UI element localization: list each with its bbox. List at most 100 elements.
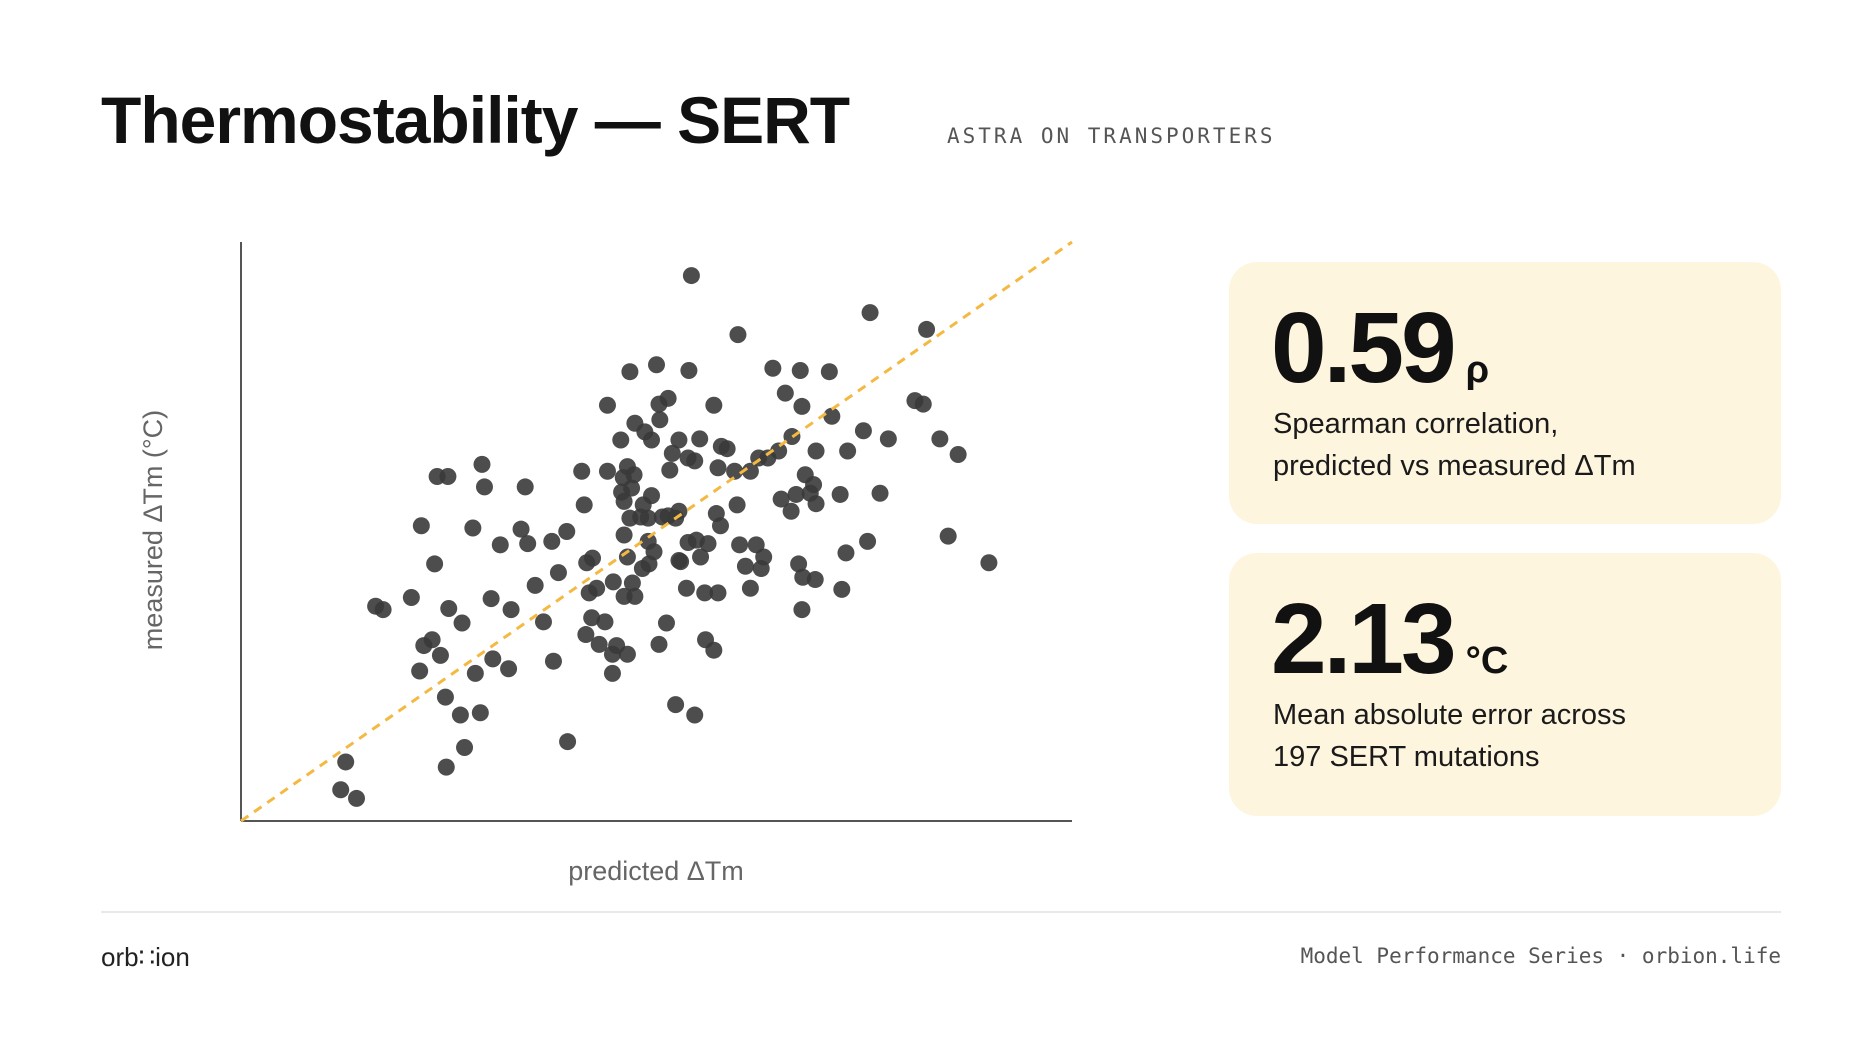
scatter-point [914, 395, 932, 413]
stat-description: Mean absolute error across [1273, 699, 1626, 731]
scatter-point [374, 601, 392, 619]
scatter-point [747, 536, 765, 554]
scatter-point [519, 535, 537, 553]
scatter-point [782, 502, 800, 520]
scatter-point [411, 662, 429, 680]
scatter-point [837, 544, 855, 562]
logo: orb∷ion [101, 942, 190, 972]
scatter-point [772, 490, 790, 508]
scatter-point [776, 384, 794, 402]
scatter-point [861, 304, 879, 322]
scatter-point [859, 532, 877, 550]
scatter-point [670, 502, 688, 520]
scatter-point [696, 584, 714, 602]
scatter-point [473, 455, 491, 473]
scatter-point [332, 781, 350, 799]
stat-card [1229, 553, 1781, 816]
scatter-point [764, 359, 782, 377]
scatter-point [793, 397, 811, 415]
stat-card [1229, 262, 1781, 524]
scatter-point [672, 553, 690, 571]
scatter-point [793, 601, 811, 619]
scatter-point [682, 267, 700, 285]
scatter-point [661, 461, 679, 479]
scatter-point [516, 478, 534, 496]
scatter-point [526, 576, 544, 594]
scatter-point [752, 560, 770, 578]
scatter-point [667, 696, 685, 714]
scatter-point [412, 517, 430, 535]
scatter-point [691, 430, 709, 448]
scatter-point [790, 555, 808, 573]
scatter-point [534, 613, 552, 631]
scatter-point [543, 532, 561, 550]
scatter-point [879, 430, 897, 448]
scatter-point [731, 536, 749, 554]
scatter-point [596, 613, 614, 631]
stat-unit: °C [1466, 640, 1509, 682]
scatter-point [651, 411, 669, 429]
scatter-point [820, 363, 838, 381]
scatter-point [512, 520, 530, 538]
scatter-point [650, 635, 668, 653]
scatter-point [615, 492, 633, 510]
scatter-point [436, 688, 454, 706]
scatter-point [464, 519, 482, 537]
scatter-point [612, 431, 630, 449]
scatter-point [736, 557, 754, 575]
scatter-point [615, 587, 633, 605]
scatter-point [625, 466, 643, 484]
scatter-point [590, 635, 608, 653]
scatter-point [686, 452, 704, 470]
scatter-point [791, 362, 809, 380]
scatter-point [348, 789, 366, 807]
scatter-point [705, 396, 723, 414]
subtitle: ASTRA ON TRANSPORTERS [947, 124, 1276, 148]
scatter-point [787, 485, 805, 503]
scatter-point [711, 517, 729, 535]
scatter-point [659, 389, 677, 407]
scatter-point [402, 589, 420, 607]
scatter-point [692, 548, 710, 566]
scatter-point [500, 660, 518, 678]
scatter-point [939, 527, 957, 545]
scatter-point [783, 428, 801, 446]
scatter-point [854, 422, 872, 440]
scatter-point [558, 523, 576, 540]
scatter-point [949, 445, 967, 463]
scatter-point [639, 509, 657, 527]
scatter-point [918, 320, 936, 338]
scatter-point [451, 706, 469, 724]
scatter-point [431, 646, 449, 664]
scatter-point [726, 462, 744, 480]
scatter-point [699, 535, 717, 553]
scatter-point [807, 442, 825, 460]
scatter-point [980, 554, 998, 572]
scatter-point [437, 758, 455, 776]
scatter-point [598, 396, 616, 414]
scatter-point [709, 459, 727, 477]
scatter-point [583, 609, 601, 627]
scatter-point [831, 485, 849, 503]
scatter-point [640, 555, 658, 573]
scatter-point [833, 580, 851, 598]
scatter-point [502, 601, 520, 619]
scatter-point [615, 526, 633, 544]
scatter-point [679, 534, 697, 552]
scatter-point [618, 645, 636, 663]
scatter-point [603, 645, 621, 663]
scatter-point [709, 584, 727, 602]
plot-area [240, 240, 1073, 823]
scatter-point [482, 590, 500, 608]
scatter-point [680, 362, 698, 380]
scatter-point [618, 548, 636, 566]
scatter-point [471, 704, 489, 722]
scatter-point [623, 574, 641, 592]
stat-description: predicted vs measured ΔTm [1273, 450, 1636, 482]
scatter-point [466, 664, 484, 682]
scatter-point [686, 706, 704, 724]
scatter-point [426, 555, 444, 573]
scatter-point [806, 571, 824, 589]
